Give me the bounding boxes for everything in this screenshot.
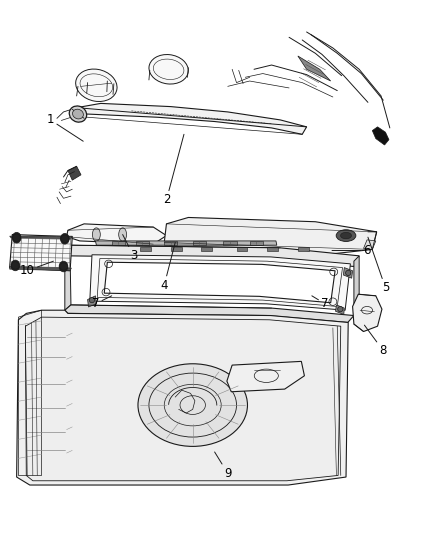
Polygon shape: [267, 247, 278, 251]
Polygon shape: [223, 241, 237, 245]
Text: 10: 10: [20, 261, 53, 277]
Polygon shape: [237, 247, 247, 251]
Polygon shape: [10, 236, 72, 239]
Ellipse shape: [346, 270, 351, 276]
Polygon shape: [298, 247, 309, 251]
Ellipse shape: [149, 54, 188, 84]
Text: 1: 1: [46, 114, 83, 141]
Polygon shape: [201, 247, 212, 251]
Polygon shape: [353, 294, 382, 332]
Polygon shape: [25, 317, 341, 481]
Text: 7: 7: [312, 296, 329, 310]
Polygon shape: [65, 251, 71, 310]
Ellipse shape: [138, 364, 247, 446]
Polygon shape: [104, 262, 335, 303]
Polygon shape: [193, 241, 206, 245]
Polygon shape: [364, 240, 376, 249]
Ellipse shape: [89, 297, 95, 303]
Polygon shape: [65, 305, 354, 322]
Ellipse shape: [73, 109, 83, 119]
Polygon shape: [136, 241, 149, 245]
Polygon shape: [10, 235, 72, 271]
Ellipse shape: [336, 230, 356, 241]
Polygon shape: [112, 241, 125, 245]
Text: 9: 9: [215, 452, 232, 480]
Polygon shape: [372, 127, 389, 145]
Polygon shape: [140, 247, 151, 251]
Polygon shape: [354, 256, 359, 316]
Polygon shape: [74, 103, 307, 134]
Ellipse shape: [338, 306, 343, 312]
Polygon shape: [336, 305, 344, 314]
Polygon shape: [68, 166, 81, 180]
Polygon shape: [65, 245, 359, 266]
Polygon shape: [343, 268, 353, 278]
Polygon shape: [95, 241, 277, 245]
Polygon shape: [67, 224, 166, 244]
Polygon shape: [17, 310, 348, 485]
Polygon shape: [171, 247, 182, 251]
Polygon shape: [227, 361, 304, 392]
Text: 6: 6: [332, 244, 371, 257]
Text: 7: 7: [92, 296, 112, 310]
Text: 3: 3: [123, 235, 137, 262]
Text: 8: 8: [364, 325, 387, 357]
Polygon shape: [250, 241, 263, 245]
Circle shape: [11, 260, 20, 271]
Ellipse shape: [69, 106, 87, 122]
Polygon shape: [164, 241, 177, 245]
Ellipse shape: [119, 228, 127, 241]
Text: 5: 5: [368, 237, 389, 294]
Circle shape: [60, 233, 69, 244]
Polygon shape: [90, 255, 350, 310]
Polygon shape: [88, 296, 96, 307]
Circle shape: [59, 261, 68, 272]
Ellipse shape: [341, 232, 352, 239]
Text: 4: 4: [160, 243, 175, 292]
Polygon shape: [10, 266, 71, 271]
Ellipse shape: [76, 69, 117, 101]
Ellipse shape: [92, 228, 100, 241]
Polygon shape: [298, 56, 331, 81]
Circle shape: [12, 232, 21, 243]
Text: 2: 2: [162, 134, 184, 206]
Polygon shape: [164, 217, 377, 256]
